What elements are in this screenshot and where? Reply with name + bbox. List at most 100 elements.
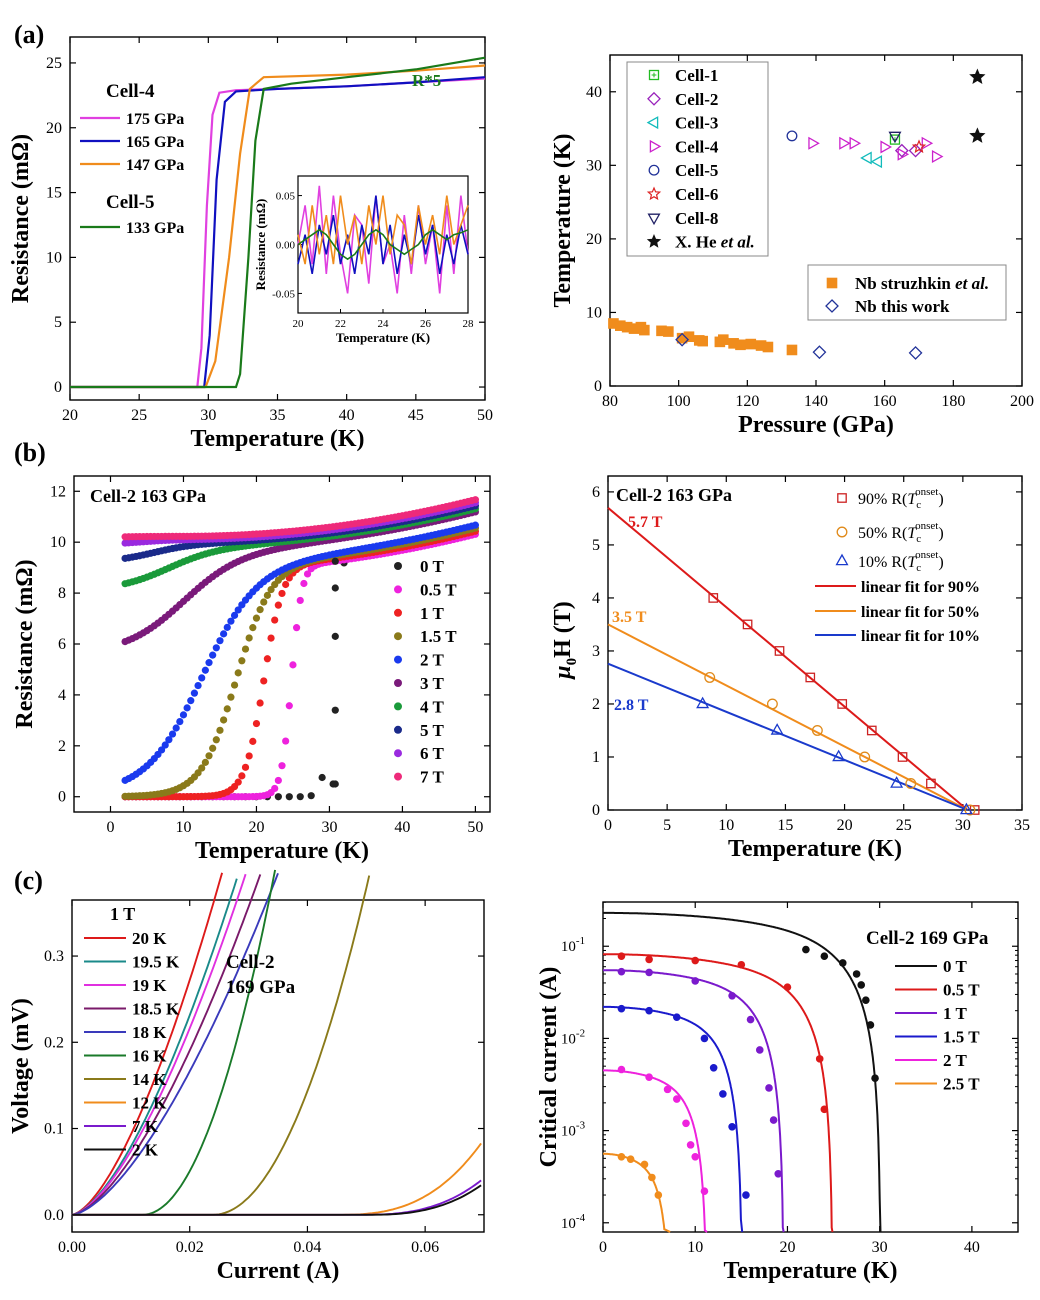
x-tick-label: 20 (837, 817, 853, 834)
data-point (249, 624, 257, 632)
series-0-T (121, 559, 348, 801)
inset-y-tick-label: -0.05 (272, 288, 295, 300)
data-point (249, 737, 257, 745)
data-point (230, 681, 239, 689)
data-point (770, 723, 784, 735)
y-tick-label: 10-2 (561, 1027, 585, 1047)
data-point (256, 699, 264, 707)
data-point (296, 793, 304, 801)
x-axis-label: Temperature (K) (191, 426, 365, 452)
legend-close: ) (938, 554, 943, 571)
legend-close: ) (938, 525, 943, 542)
y-tick-label: 20 (586, 231, 602, 248)
data-point (769, 1116, 778, 1124)
x-tick-label: 25 (896, 817, 912, 834)
data-point (755, 1046, 764, 1054)
fit-curve-0-T (603, 911, 882, 1233)
data-point (718, 334, 729, 345)
x-tick-label: 35 (1014, 817, 1030, 834)
data-point (897, 752, 908, 762)
legend-sub: c (916, 562, 921, 574)
data-point (238, 772, 246, 780)
y-axis-label: Voltage (mV) (8, 998, 34, 1134)
data-point (292, 624, 301, 632)
fit-line (607, 507, 969, 811)
data-point (857, 981, 866, 989)
data-point (252, 614, 261, 622)
y-tick-label: 5 (54, 314, 62, 331)
y-tick-label: 6 (592, 484, 600, 501)
legend-label: 0.5 T (420, 580, 457, 599)
data-point (278, 589, 286, 598)
y-tick-label: 1 (592, 749, 600, 766)
data-point (686, 1141, 695, 1149)
x-tick-label: 30 (955, 817, 971, 834)
data-point (241, 645, 250, 653)
data-point (331, 632, 339, 640)
x-axis-label: Pressure (GPa) (738, 412, 894, 438)
data-point (274, 793, 282, 801)
data-point (959, 802, 973, 815)
y-tick-label: 10 (46, 249, 62, 266)
x-tick-label: 40 (964, 1239, 980, 1256)
legend-label: 90% R(Tconset) (858, 486, 944, 511)
data-point (260, 598, 268, 606)
legend-marker (837, 493, 847, 503)
data-point (672, 1095, 681, 1103)
legend-label: Cell-3 (675, 114, 718, 133)
data-point (908, 143, 923, 158)
y-tick-label: 5 (592, 537, 600, 554)
x-tick-label: 40 (339, 407, 355, 424)
data-point (212, 736, 220, 744)
legend-marker (394, 702, 402, 711)
legend-label: 14 K (132, 1070, 167, 1089)
legend-label: 0.5 T (943, 981, 980, 1000)
data-point (964, 804, 976, 816)
data-point (820, 1105, 829, 1114)
x-tick-label: 50 (467, 819, 483, 836)
legend-label: 7 T (420, 768, 444, 787)
data-point (282, 737, 290, 745)
inset-series-line (297, 195, 469, 265)
data-point (216, 726, 224, 734)
y-tick-label: 10 (50, 534, 66, 551)
series-line-133-GPa (70, 56, 486, 389)
data-point (645, 1073, 653, 1081)
inset-x-tick-label: 26 (420, 318, 432, 330)
x-tick-label: 0 (599, 1239, 607, 1256)
data-point (157, 746, 166, 754)
legend-label: 19.5 K (132, 953, 180, 972)
x-tick-label: 20 (62, 407, 78, 424)
annotation-2-8T: 2.8 T (614, 697, 649, 714)
data-point (811, 725, 823, 736)
x-tick-label: 0 (604, 817, 612, 834)
data-point (168, 730, 177, 738)
legend-marker (394, 608, 402, 617)
data-point (331, 557, 339, 565)
x-tick-label: 10 (718, 817, 734, 834)
data-point (303, 570, 312, 578)
y-tick-label: 15 (46, 185, 62, 202)
y-tick-label: 0 (54, 379, 62, 396)
fit-curve-1-T (603, 969, 785, 1233)
data-point (209, 744, 217, 752)
data-point (230, 611, 239, 619)
x-tick-label: 10 (687, 1239, 703, 1256)
data-point (719, 1090, 727, 1098)
data-point (786, 130, 798, 142)
data-point (331, 706, 339, 714)
y-tick-exponent: -2 (576, 1027, 585, 1039)
panel-label-b: (b) (14, 438, 46, 467)
data-point (318, 773, 326, 782)
data-point (289, 661, 297, 669)
x-tick-label: 10 (175, 819, 191, 836)
y-tick-label: 10 (586, 304, 602, 321)
data-point (263, 591, 272, 599)
legend-label: Cell-4 (675, 137, 719, 156)
inset-x-tick-label: 24 (378, 318, 390, 330)
x-tick-label: 0 (106, 819, 114, 836)
legend-label: linear fit for 10% (861, 628, 980, 645)
y-axis-label: Critical current (A) (536, 967, 562, 1168)
legend-title: 1 T (110, 904, 135, 924)
